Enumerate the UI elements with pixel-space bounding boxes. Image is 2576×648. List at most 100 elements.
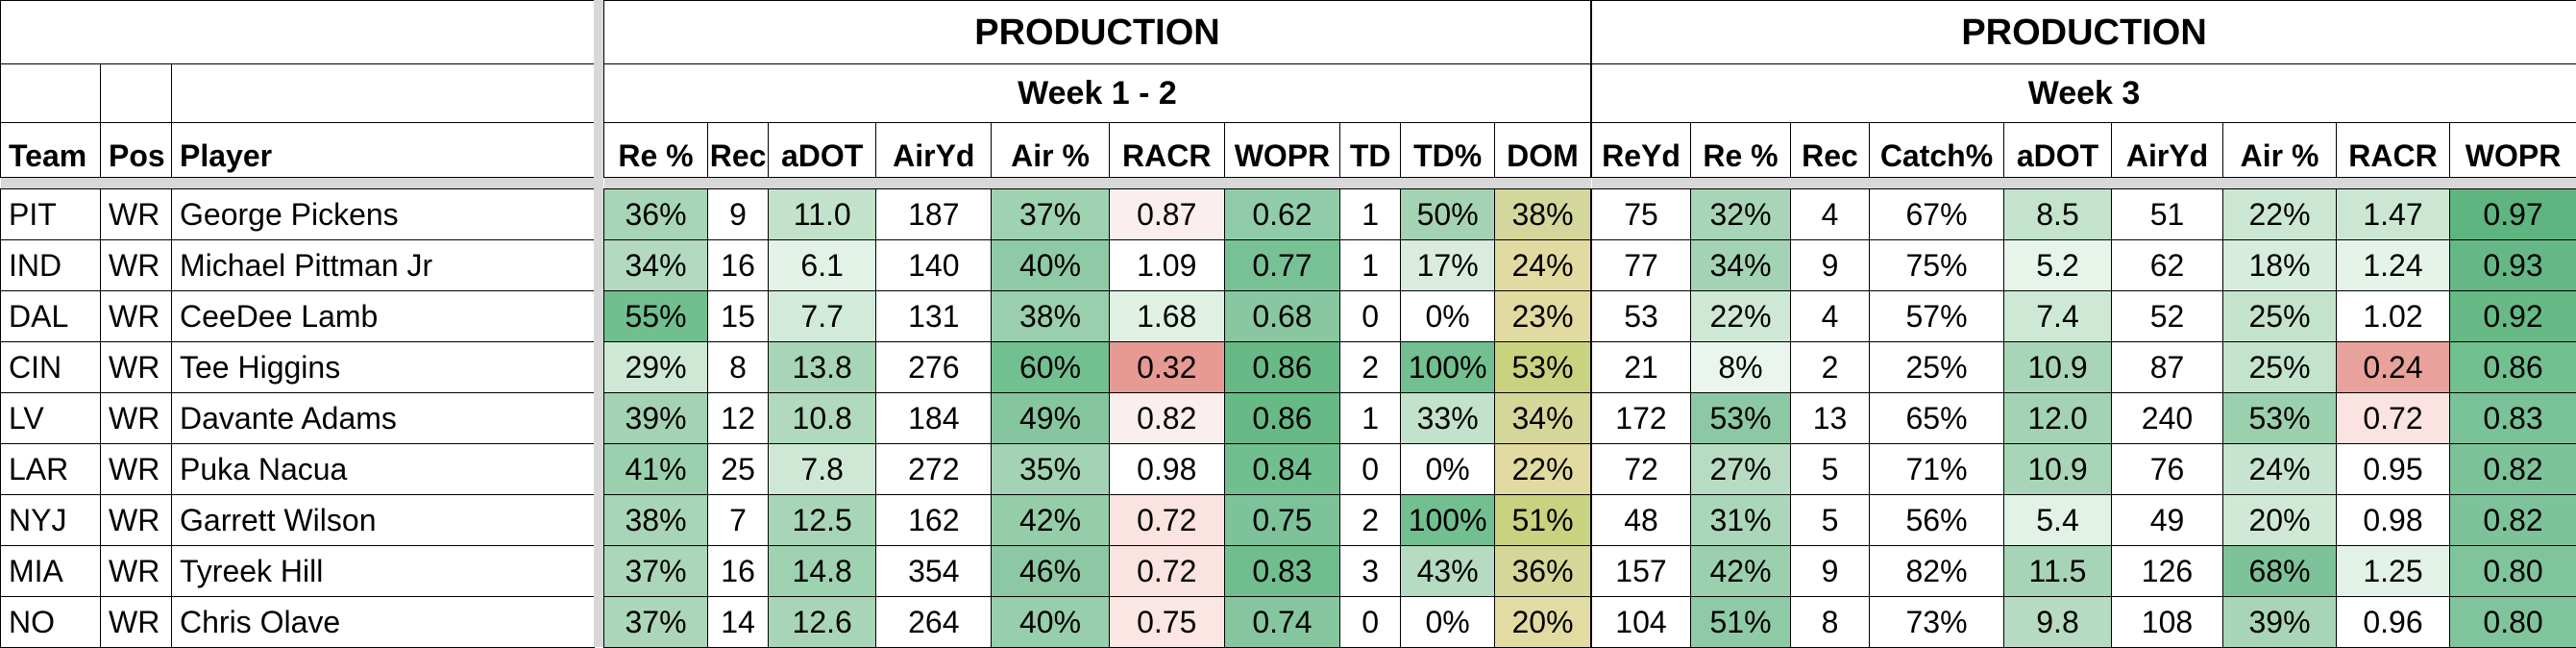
data-cell[interactable]: 53% [1691, 393, 1791, 444]
data-cell[interactable]: 1.02 [2337, 291, 2450, 342]
data-cell[interactable]: 33% [1401, 393, 1495, 444]
cell[interactable] [172, 64, 595, 123]
data-cell[interactable]: 22% [1691, 291, 1791, 342]
data-cell[interactable]: 0.68 [1224, 291, 1339, 342]
player-header-blank[interactable] [1, 1, 595, 64]
data-cell[interactable]: 0.98 [2337, 495, 2450, 546]
data-cell[interactable]: 5.4 [2004, 495, 2112, 546]
data-cell[interactable]: 42% [992, 495, 1109, 546]
data-cell[interactable]: 7.4 [2004, 291, 2112, 342]
data-cell[interactable]: 0.75 [1109, 597, 1224, 648]
data-cell[interactable]: 9 [1791, 240, 1870, 291]
column-header[interactable]: Catch% [1870, 123, 2004, 178]
data-cell[interactable]: 18% [2223, 240, 2337, 291]
header-player[interactable]: Player [172, 123, 595, 178]
cell-player[interactable]: Chris Olave [172, 597, 595, 648]
data-cell[interactable]: 9 [1791, 546, 1870, 597]
data-cell[interactable]: 37% [604, 597, 708, 648]
data-cell[interactable]: 49% [992, 393, 1109, 444]
data-cell[interactable]: 0.77 [1224, 240, 1339, 291]
data-cell[interactable]: 40% [992, 240, 1109, 291]
data-cell[interactable]: 100% [1401, 342, 1495, 393]
data-cell[interactable]: 0.92 [2450, 291, 2576, 342]
data-cell[interactable]: 16 [707, 546, 768, 597]
data-cell[interactable]: 1.25 [2337, 546, 2450, 597]
column-header[interactable]: aDOT [2004, 123, 2112, 178]
data-cell[interactable]: 13.8 [769, 342, 876, 393]
cell-pos[interactable]: WR [101, 240, 172, 291]
data-cell[interactable]: 1.09 [1109, 240, 1224, 291]
data-cell[interactable]: 272 [876, 444, 992, 495]
data-cell[interactable]: 0.82 [2450, 495, 2576, 546]
data-cell[interactable]: 131 [876, 291, 992, 342]
data-cell[interactable]: 39% [2223, 597, 2337, 648]
data-cell[interactable]: 29% [604, 342, 708, 393]
data-cell[interactable]: 0.74 [1224, 597, 1339, 648]
data-cell[interactable]: 2 [1791, 342, 1870, 393]
data-cell[interactable]: 0 [1340, 597, 1401, 648]
data-cell[interactable]: 0.62 [1224, 189, 1339, 240]
data-cell[interactable]: 51 [2112, 189, 2223, 240]
data-cell[interactable]: 34% [1691, 240, 1791, 291]
data-cell[interactable]: 21 [1592, 342, 1691, 393]
data-cell[interactable]: 0.95 [2337, 444, 2450, 495]
data-cell[interactable]: 11.5 [2004, 546, 2112, 597]
cell-pos[interactable]: WR [101, 495, 172, 546]
data-cell[interactable]: 0.93 [2450, 240, 2576, 291]
data-cell[interactable]: 71% [1870, 444, 2004, 495]
data-cell[interactable]: 0.32 [1109, 342, 1224, 393]
data-cell[interactable]: 0.75 [1224, 495, 1339, 546]
column-header[interactable]: RACR [2337, 123, 2450, 178]
cell-pos[interactable]: WR [101, 546, 172, 597]
header-pos[interactable]: Pos [101, 123, 172, 178]
data-cell[interactable]: 240 [2112, 393, 2223, 444]
data-cell[interactable]: 60% [992, 342, 1109, 393]
data-cell[interactable]: 11.0 [769, 189, 876, 240]
data-cell[interactable]: 43% [1401, 546, 1495, 597]
data-cell[interactable]: 0.82 [1109, 393, 1224, 444]
data-cell[interactable]: 13 [1791, 393, 1870, 444]
data-cell[interactable]: 1 [1340, 393, 1401, 444]
cell-team[interactable]: MIA [1, 546, 101, 597]
data-cell[interactable]: 67% [1870, 189, 2004, 240]
data-cell[interactable]: 34% [604, 240, 708, 291]
data-cell[interactable]: 0.98 [1109, 444, 1224, 495]
data-cell[interactable]: 46% [992, 546, 1109, 597]
column-header[interactable]: Air % [992, 123, 1109, 178]
data-cell[interactable]: 9.8 [2004, 597, 2112, 648]
section-title[interactable]: PRODUCTION [1592, 1, 2576, 64]
data-cell[interactable]: 27% [1691, 444, 1791, 495]
column-header[interactable]: TD% [1401, 123, 1495, 178]
data-cell[interactable]: 2 [1340, 495, 1401, 546]
data-cell[interactable]: 51% [1495, 495, 1591, 546]
cell[interactable] [1, 64, 101, 123]
data-cell[interactable]: 187 [876, 189, 992, 240]
data-cell[interactable]: 24% [1495, 240, 1591, 291]
data-cell[interactable]: 0.86 [2450, 342, 2576, 393]
data-cell[interactable]: 12.6 [769, 597, 876, 648]
data-cell[interactable]: 55% [604, 291, 708, 342]
column-header[interactable]: AirYd [2112, 123, 2223, 178]
data-cell[interactable]: 3 [1340, 546, 1401, 597]
data-cell[interactable]: 157 [1592, 546, 1691, 597]
data-cell[interactable]: 10.8 [769, 393, 876, 444]
data-cell[interactable]: 73% [1870, 597, 2004, 648]
data-cell[interactable]: 77 [1592, 240, 1691, 291]
data-cell[interactable]: 14.8 [769, 546, 876, 597]
data-cell[interactable]: 12.0 [2004, 393, 2112, 444]
data-cell[interactable]: 14 [707, 597, 768, 648]
data-cell[interactable]: 4 [1791, 189, 1870, 240]
data-cell[interactable]: 38% [992, 291, 1109, 342]
cell-pos[interactable]: WR [101, 189, 172, 240]
data-cell[interactable]: 6.1 [769, 240, 876, 291]
data-cell[interactable]: 1.24 [2337, 240, 2450, 291]
data-cell[interactable]: 0% [1401, 291, 1495, 342]
column-header[interactable]: TD [1340, 123, 1401, 178]
data-cell[interactable]: 0.72 [1109, 495, 1224, 546]
data-cell[interactable]: 354 [876, 546, 992, 597]
section-subtitle[interactable]: Week 1 - 2 [604, 64, 1591, 123]
data-cell[interactable]: 75% [1870, 240, 2004, 291]
column-header[interactable]: Rec [1791, 123, 1870, 178]
data-cell[interactable]: 5.2 [2004, 240, 2112, 291]
column-header[interactable]: aDOT [769, 123, 876, 178]
